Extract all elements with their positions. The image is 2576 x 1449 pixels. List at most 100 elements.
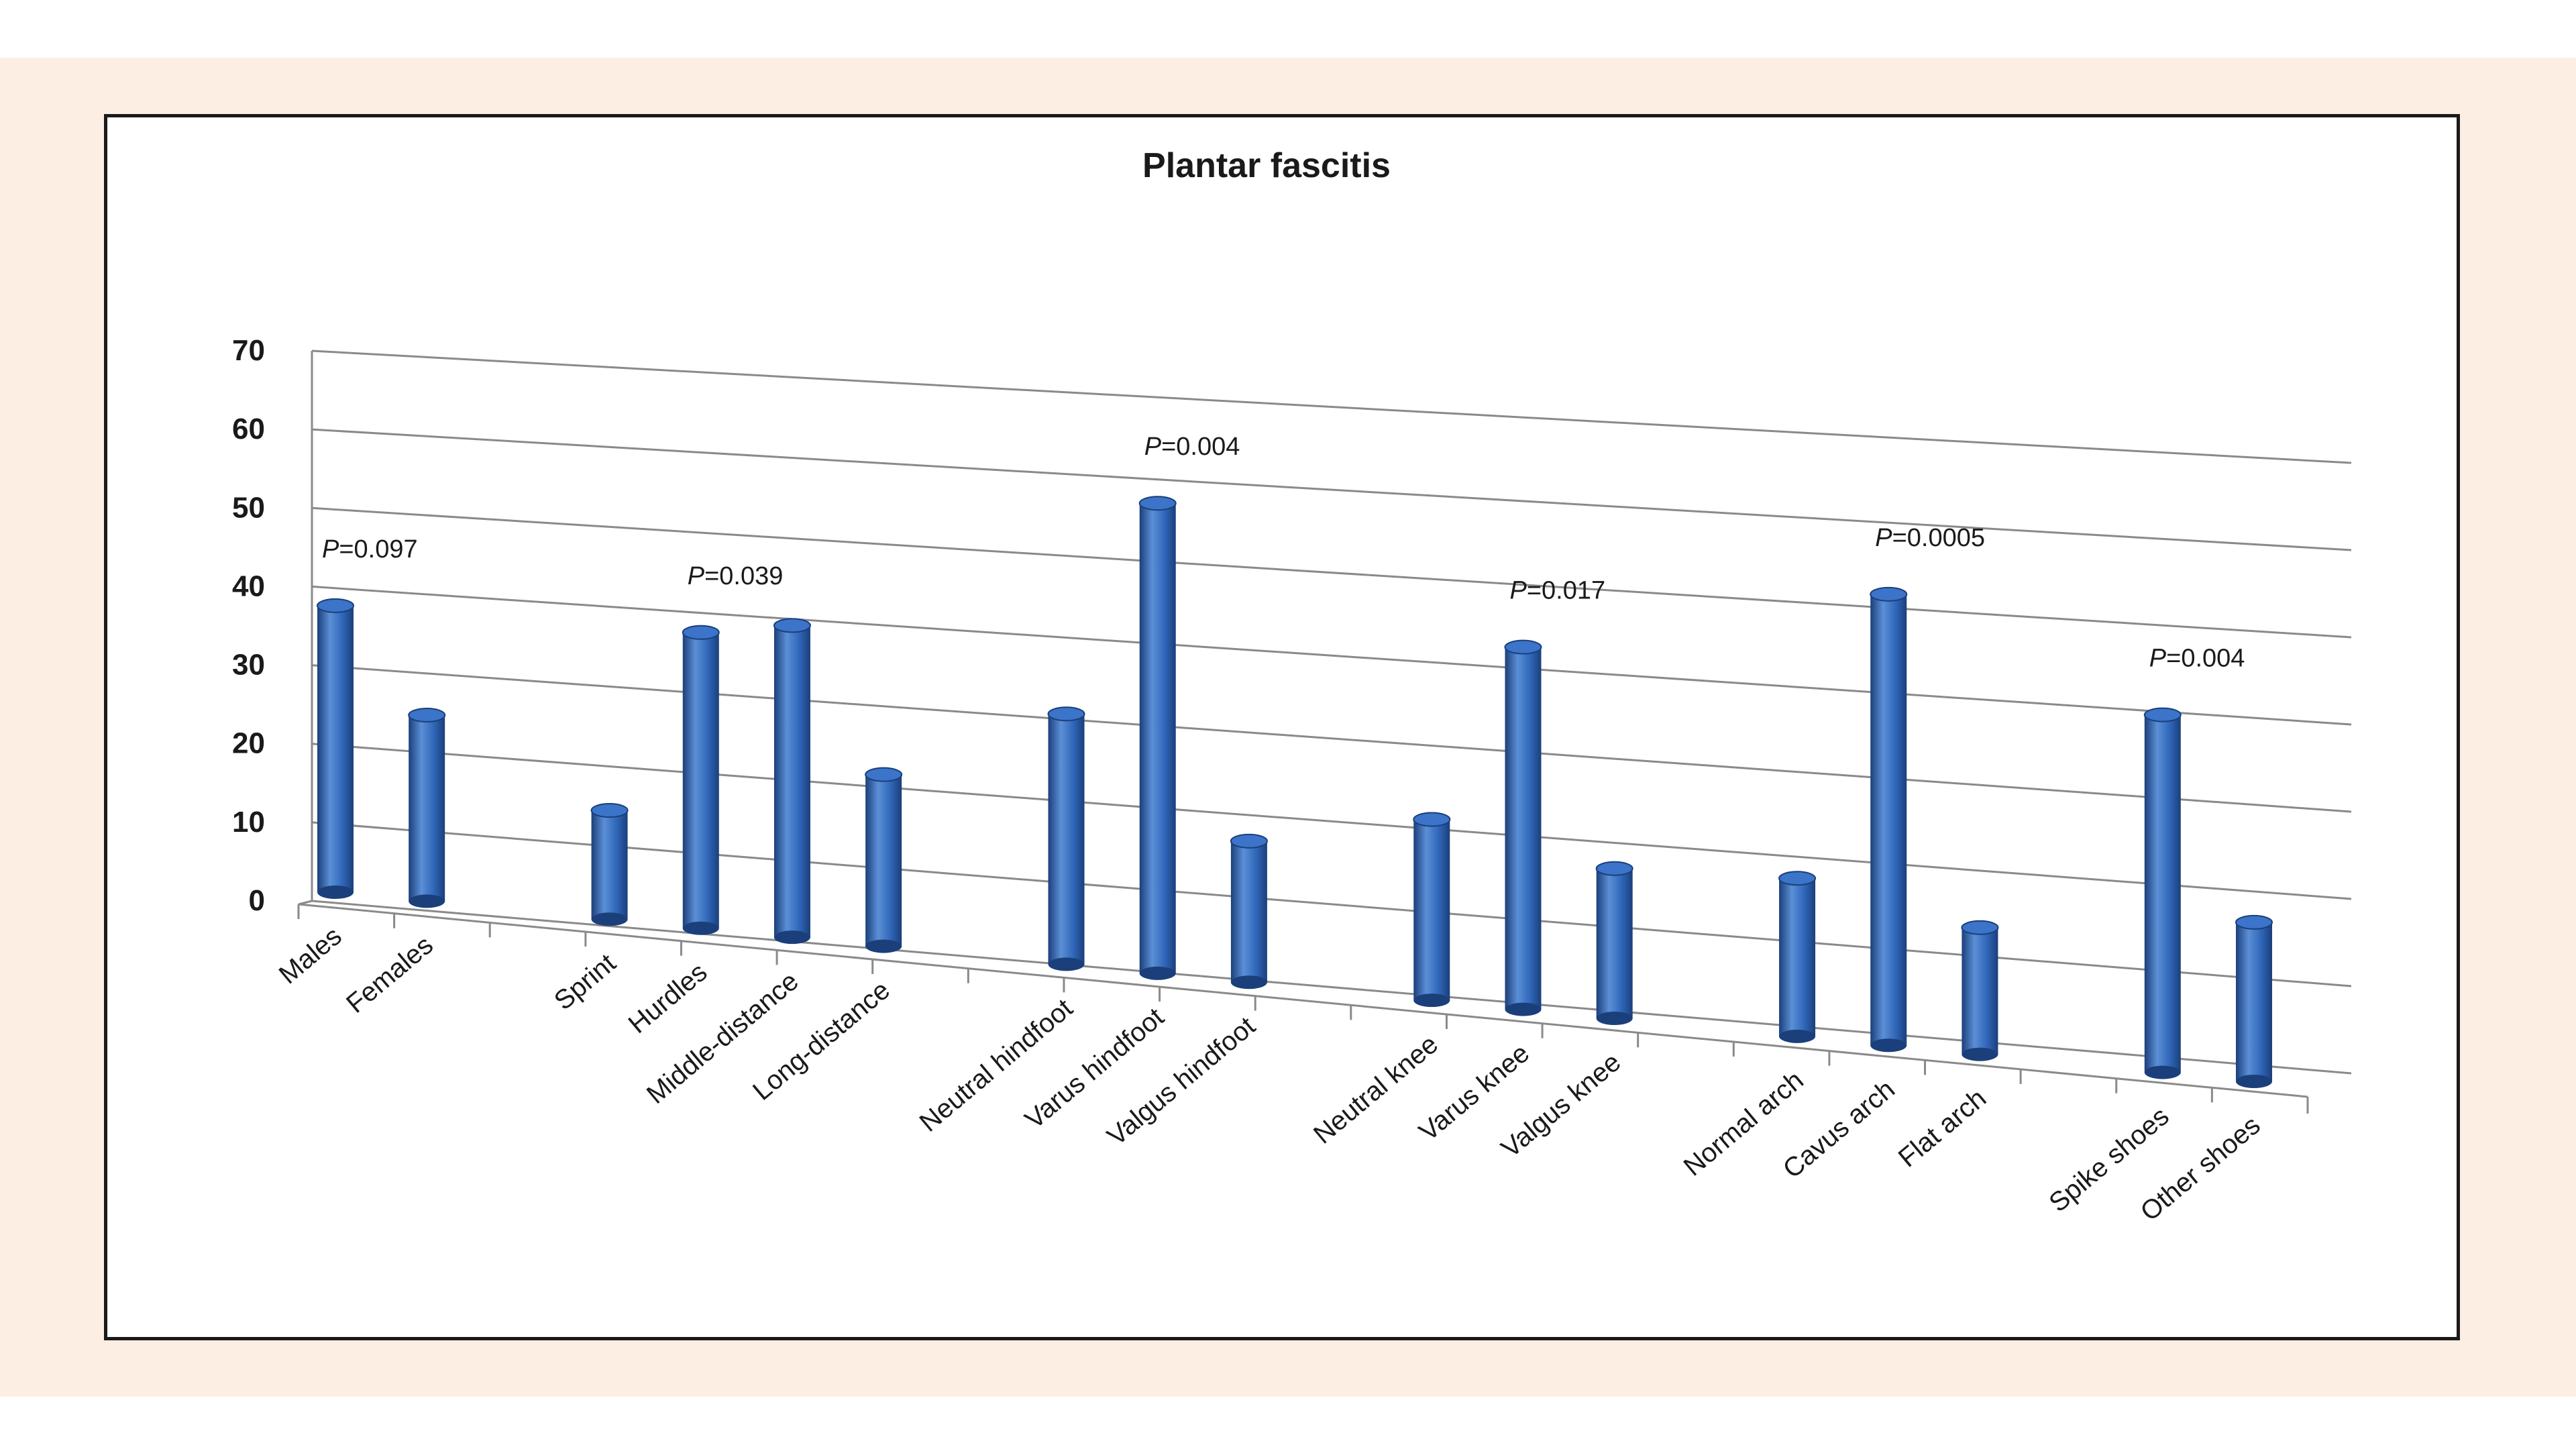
bar bbox=[590, 803, 629, 926]
p-value-annotation: P=0.039 bbox=[688, 562, 784, 590]
bar-top bbox=[1504, 639, 1542, 655]
p-value-annotations: P=0.097 P=0.039 P=0.004 P=0.017 P=0.0005 P=0.… bbox=[322, 433, 2245, 672]
x-tick-label: Hurdles bbox=[623, 957, 713, 1039]
p-value-annotation: P=0.0005 bbox=[1875, 524, 1985, 552]
bars bbox=[317, 496, 2273, 1088]
bar-base bbox=[1596, 1012, 1633, 1025]
bar-base bbox=[682, 921, 719, 935]
bar-body bbox=[773, 625, 810, 938]
bar-top bbox=[1870, 586, 1908, 602]
bar bbox=[865, 767, 903, 953]
bar bbox=[2143, 707, 2182, 1079]
grid-line bbox=[311, 821, 2352, 987]
bar-base bbox=[865, 939, 902, 953]
bar-base bbox=[317, 885, 354, 899]
p-value-annotation: P=0.004 bbox=[2149, 645, 2245, 673]
bar-top bbox=[1138, 496, 1177, 511]
chart-frame bbox=[104, 114, 2460, 1340]
y-tick-label: 50 bbox=[232, 491, 265, 524]
bar-body bbox=[409, 715, 445, 902]
x-tick-label: Males bbox=[274, 921, 347, 989]
bar bbox=[682, 625, 720, 935]
bar-body bbox=[1596, 868, 1633, 1018]
bar bbox=[1138, 496, 1177, 980]
bar-base bbox=[2236, 1075, 2272, 1088]
grid-line bbox=[311, 350, 2352, 464]
bar bbox=[1870, 586, 1908, 1053]
bar-top bbox=[408, 708, 446, 723]
bar-body bbox=[865, 774, 902, 947]
y-tick-label: 20 bbox=[232, 727, 265, 760]
bar bbox=[773, 618, 811, 945]
x-tick-label: Flat arch bbox=[1893, 1083, 1992, 1173]
bar-base bbox=[591, 912, 628, 926]
x-tick-label: Females bbox=[341, 930, 439, 1019]
bar bbox=[1595, 861, 1633, 1025]
bar-body bbox=[1139, 503, 1176, 973]
bar-body bbox=[591, 810, 628, 920]
bar-body bbox=[317, 605, 354, 892]
bar-body bbox=[1505, 647, 1542, 1010]
bar-top bbox=[1047, 706, 1085, 722]
x-axis-line bbox=[298, 903, 2308, 1098]
grid-line bbox=[311, 664, 2352, 813]
grid-line bbox=[311, 506, 2352, 639]
bar bbox=[2235, 914, 2273, 1088]
bar-base bbox=[1505, 1002, 1542, 1016]
bar-top bbox=[773, 618, 811, 633]
bar-top bbox=[1230, 833, 1268, 849]
bar-body bbox=[2236, 922, 2272, 1081]
p-value-annotation: P=0.017 bbox=[1509, 577, 1605, 605]
bar-base bbox=[773, 930, 810, 945]
y-tick-label: 0 bbox=[249, 884, 265, 917]
bar-base bbox=[1962, 1047, 1998, 1061]
bar bbox=[1961, 920, 1999, 1061]
bar-top bbox=[317, 598, 354, 613]
bar-body bbox=[682, 632, 719, 928]
bar-body bbox=[1230, 841, 1267, 983]
grid-line bbox=[311, 900, 2352, 1075]
y-tick-label: 40 bbox=[232, 570, 265, 602]
bar-top bbox=[865, 767, 903, 782]
bar bbox=[1047, 706, 1085, 971]
y-axis-ticks: 0 10 20 30 40 50 60 70 bbox=[232, 334, 265, 917]
bar-body bbox=[1048, 714, 1085, 965]
bar-base bbox=[1779, 1029, 1816, 1043]
p-value-annotation: P=0.004 bbox=[1144, 433, 1240, 461]
bar-base bbox=[2144, 1065, 2181, 1079]
bar bbox=[1504, 639, 1542, 1016]
bar-top bbox=[590, 803, 629, 818]
chart-title: Plantar fascitis bbox=[1142, 146, 1391, 185]
bar-base bbox=[1230, 975, 1267, 989]
grid-line bbox=[311, 743, 2352, 900]
bar-top bbox=[2235, 914, 2273, 930]
grid-line bbox=[311, 585, 2352, 726]
bar-base bbox=[409, 894, 445, 908]
bar-base bbox=[1413, 994, 1450, 1008]
grid-line bbox=[311, 428, 2352, 551]
bar-body bbox=[1413, 819, 1450, 1001]
bar-body bbox=[1962, 927, 1998, 1055]
bar-base bbox=[1870, 1038, 1907, 1053]
bar bbox=[1230, 833, 1268, 989]
y-tick-label: 60 bbox=[232, 413, 265, 445]
bar-top bbox=[682, 625, 720, 640]
bar-top bbox=[1961, 920, 1999, 935]
bar bbox=[1413, 812, 1451, 1008]
bar-top bbox=[1778, 871, 1817, 886]
bar bbox=[1778, 871, 1817, 1043]
bar bbox=[408, 708, 446, 908]
bar-base bbox=[1139, 966, 1176, 980]
grid-lines bbox=[297, 350, 2352, 1114]
bar-body bbox=[1870, 594, 1907, 1046]
y-tick-label: 30 bbox=[232, 649, 265, 682]
bar-top bbox=[1413, 812, 1451, 827]
bar bbox=[317, 598, 354, 899]
x-tick-label: Sprint bbox=[549, 948, 621, 1016]
bar-top bbox=[2143, 707, 2182, 722]
bar-body bbox=[2144, 714, 2181, 1073]
y-tick-label: 70 bbox=[232, 334, 265, 367]
p-value-annotation: P=0.097 bbox=[322, 535, 418, 564]
bar-top bbox=[1595, 861, 1633, 876]
